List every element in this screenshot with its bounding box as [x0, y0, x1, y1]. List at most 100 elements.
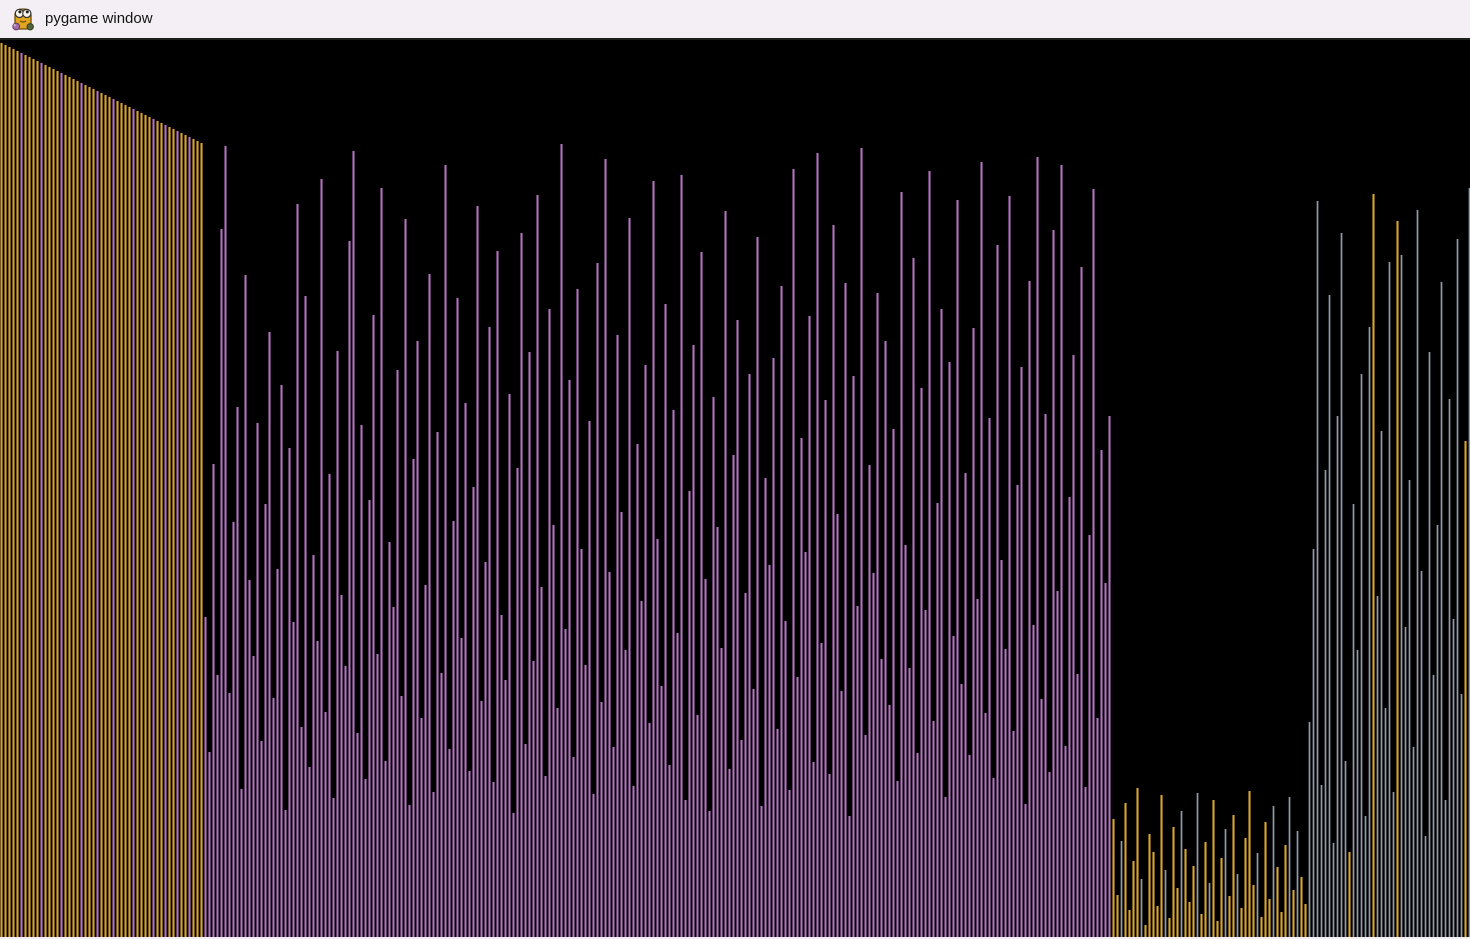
bar — [608, 572, 611, 937]
bar — [484, 562, 487, 937]
bar — [1264, 822, 1267, 937]
bar — [920, 388, 923, 937]
bar — [1388, 262, 1391, 937]
bar — [96, 91, 99, 937]
bar — [492, 782, 495, 937]
bar — [4, 45, 7, 937]
bar — [1284, 845, 1287, 937]
bar — [196, 141, 199, 937]
bar — [496, 251, 499, 937]
bar — [752, 689, 755, 937]
bar — [740, 740, 743, 937]
bar — [1112, 819, 1115, 937]
bar — [1348, 852, 1351, 937]
bar — [1060, 165, 1063, 937]
bar — [1096, 718, 1099, 937]
bar — [1132, 861, 1135, 937]
bar — [40, 63, 43, 937]
bar — [692, 345, 695, 937]
bar — [124, 105, 127, 937]
bar — [364, 779, 367, 937]
bar — [1192, 866, 1195, 937]
bar — [1464, 441, 1467, 937]
bar — [980, 162, 983, 937]
bar — [428, 274, 431, 937]
bar — [664, 304, 667, 937]
bar — [404, 219, 407, 937]
pygame-canvas[interactable] — [0, 40, 1470, 937]
bar — [1068, 497, 1071, 937]
bar — [296, 204, 299, 937]
bar — [1144, 925, 1147, 937]
bar — [1028, 281, 1031, 937]
window-titlebar[interactable]: pygame window — [0, 0, 1470, 40]
bar — [440, 673, 443, 937]
bar — [1340, 233, 1343, 937]
bar — [756, 237, 759, 937]
bar — [212, 464, 215, 937]
bar — [580, 549, 583, 937]
bar — [1456, 239, 1459, 937]
bar — [348, 241, 351, 937]
bar — [1376, 596, 1379, 937]
bar — [128, 107, 131, 937]
bar — [680, 175, 683, 937]
bar — [1076, 674, 1079, 937]
bar — [328, 474, 331, 937]
bar — [1212, 800, 1215, 937]
bar — [640, 601, 643, 937]
bar — [624, 650, 627, 937]
bar — [672, 410, 675, 937]
bar — [1408, 480, 1411, 937]
bar — [148, 117, 151, 937]
bar — [52, 69, 55, 937]
bar — [844, 283, 847, 937]
bar — [20, 53, 23, 937]
bar — [1108, 416, 1111, 937]
bar — [656, 539, 659, 937]
bar — [1316, 201, 1319, 937]
bar — [532, 661, 535, 937]
bar — [776, 729, 779, 937]
bar — [268, 332, 271, 937]
bar — [360, 425, 363, 937]
bar — [464, 403, 467, 937]
bar — [868, 465, 871, 937]
bar — [896, 781, 899, 937]
bar — [1196, 793, 1199, 937]
bar — [1356, 650, 1359, 937]
bar — [1100, 450, 1103, 937]
bar — [1248, 791, 1251, 937]
bar — [988, 418, 991, 937]
bar — [108, 97, 111, 937]
bar — [1120, 841, 1123, 937]
bar — [1308, 722, 1311, 937]
bar — [272, 698, 275, 937]
bar — [1024, 804, 1027, 937]
bar — [1324, 470, 1327, 937]
bar — [1200, 914, 1203, 937]
bar — [1128, 910, 1131, 937]
bar — [780, 286, 783, 937]
bar — [860, 148, 863, 937]
bar — [504, 680, 507, 937]
bar — [172, 129, 175, 937]
bar — [1432, 675, 1435, 937]
bar — [1136, 788, 1139, 937]
bar — [848, 816, 851, 937]
bar — [416, 341, 419, 937]
bar — [796, 677, 799, 937]
bar — [1344, 761, 1347, 937]
bar — [48, 67, 51, 937]
bar — [240, 789, 243, 937]
bar — [436, 432, 439, 937]
bar — [1228, 896, 1231, 937]
bar — [1404, 627, 1407, 937]
bar — [1204, 842, 1207, 937]
bar — [68, 77, 71, 937]
bar — [588, 421, 591, 937]
bar — [872, 573, 875, 937]
bar — [584, 665, 587, 937]
bar — [972, 328, 975, 937]
bar — [1288, 797, 1291, 937]
